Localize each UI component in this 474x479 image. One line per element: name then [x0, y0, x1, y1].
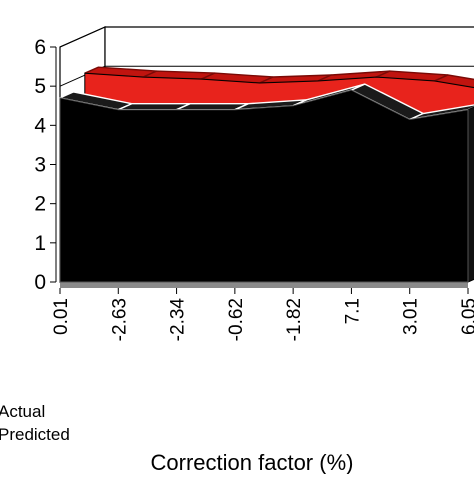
floor-edge: [60, 282, 468, 288]
x-tick-label: -0.62: [226, 298, 247, 341]
series-actual-area: [60, 84, 474, 282]
x-tick-label: 0.01: [51, 298, 72, 335]
x-tick-label: -1.82: [284, 298, 305, 341]
actual-end-cap: [468, 104, 474, 282]
y-axis-ticks: 0 1 2 3 4 5 6: [34, 36, 56, 294]
x-tick-label: 6.05: [459, 298, 474, 335]
y-tick-label: 6: [34, 36, 46, 59]
legend-label-actual: Actual: [0, 402, 45, 421]
x-axis-ticks: 0.01 -2.63 -2.34 -0.62 -1.82 7.1 3.01 6.05: [51, 288, 474, 341]
actual-front-face: [60, 90, 468, 282]
y-tick-label: 0: [34, 271, 46, 294]
x-tick-label: 3.01: [401, 298, 422, 335]
y-tick-label: 2: [34, 193, 46, 216]
x-axis-title: Correction factor (%): [151, 450, 354, 474]
y-tick-label: 3: [34, 154, 46, 177]
y-tick-label: 1: [34, 232, 46, 255]
y-tick-label: 5: [34, 75, 46, 98]
x-tick-label: -2.63: [109, 298, 130, 341]
legend-label-predicted: Predicted: [0, 425, 70, 444]
x-tick-label: 7.1: [342, 298, 363, 324]
y-tick-label: 4: [34, 114, 46, 137]
x-tick-label: -2.34: [168, 298, 189, 342]
legend: Actual Predicted: [0, 402, 70, 444]
